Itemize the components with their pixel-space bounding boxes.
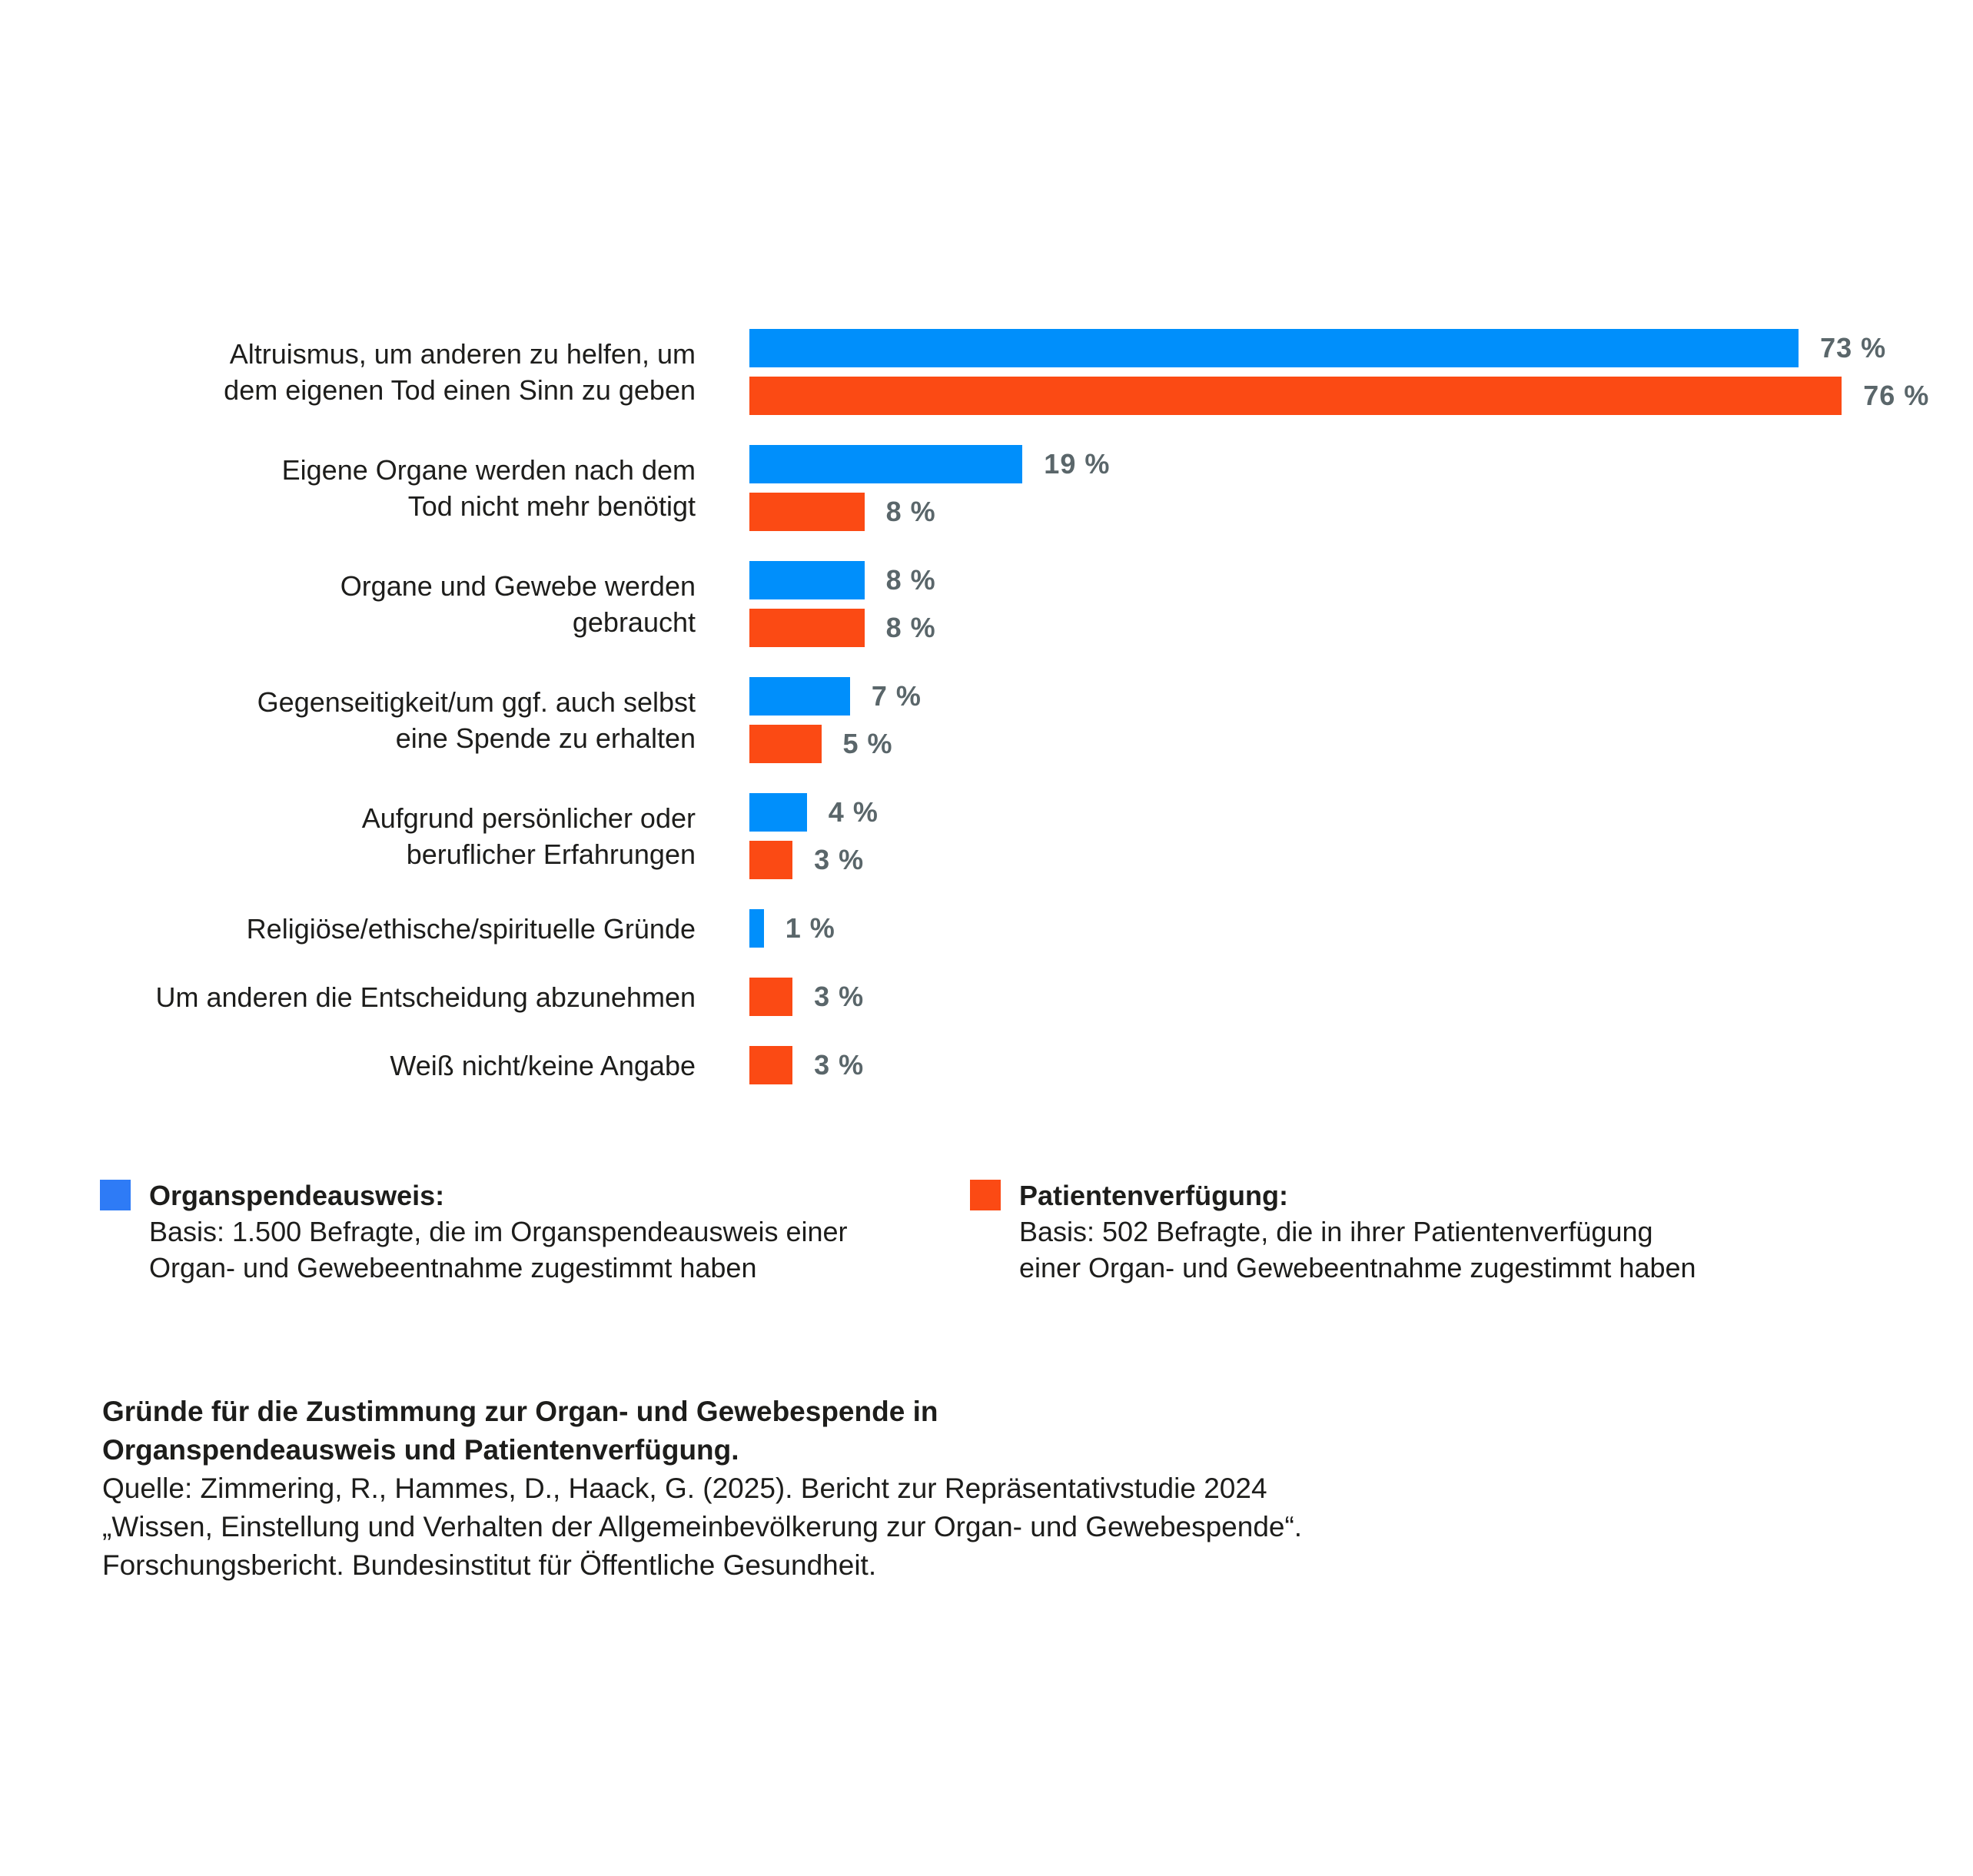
bar-line: 76 % — [749, 377, 1929, 415]
category-label: Eigene Organe werden nach dem Tod nicht m… — [0, 452, 696, 524]
category-label-line: Organe und Gewebe werden — [340, 570, 696, 602]
legend-text: Organspendeausweis: Basis: 1.500 Befragt… — [149, 1177, 848, 1286]
bar-orange — [749, 978, 793, 1016]
category-label-line: Religiöse/ethische/spirituelle Gründe — [246, 912, 696, 945]
legend-body-line: Basis: 1.500 Befragte, die im Organspend… — [149, 1216, 848, 1247]
bar-group: 7 % 5 % — [749, 677, 922, 763]
value-label: 3 % — [814, 1049, 865, 1081]
bar-line: 3 % — [749, 978, 864, 1016]
category-label-line: Eigene Organe werden nach dem — [281, 454, 696, 486]
category-label-line: Tod nicht mehr benötigt — [407, 490, 696, 522]
bar-blue — [749, 909, 764, 948]
chart-row: Um anderen die Entscheidung abzunehmen 3 … — [0, 978, 1973, 1016]
chart-row: Religiöse/ethische/spirituelle Gründe 1 % — [0, 909, 1973, 948]
bar-orange — [749, 493, 865, 531]
bar-blue — [749, 329, 1799, 367]
value-label: 8 % — [885, 496, 936, 527]
category-label: Gegenseitigkeit/um ggf. auch selbst eine … — [0, 684, 696, 756]
value-label: 19 % — [1044, 448, 1111, 480]
value-label: 5 % — [842, 728, 893, 759]
category-label: Aufgrund persönlicher oder beruflicher Er… — [0, 800, 696, 872]
bar-line: 3 % — [749, 841, 879, 879]
caption-source-line: Forschungsbericht. Bundesinstitut für Öf… — [102, 1549, 877, 1581]
category-label: Um anderen die Entscheidung abzunehmen — [0, 979, 696, 1015]
bar-line: 7 % — [749, 677, 922, 716]
bar-blue — [749, 677, 850, 716]
bar-orange — [749, 725, 822, 763]
bar-group: 3 % — [749, 1046, 864, 1084]
category-label-line: beruflicher Erfahrungen — [406, 838, 696, 870]
value-label: 7 % — [871, 680, 922, 712]
bar-orange — [749, 377, 1842, 415]
legend-item-patientenverfuegung: Patientenverfügung: Basis: 502 Befragte,… — [970, 1177, 1696, 1286]
bar-chart: Altruismus, um anderen zu helfen, um dem … — [0, 329, 1973, 1114]
caption-block: Gründe für die Zustimmung zur Organ- und… — [102, 1393, 1302, 1585]
bar-group: 19 % 8 % — [749, 445, 1110, 531]
bar-blue — [749, 445, 1023, 483]
category-label-line: eine Spende zu erhalten — [395, 722, 696, 754]
bar-group: 3 % — [749, 978, 864, 1016]
value-label: 4 % — [828, 796, 879, 828]
caption-source-line: Quelle: Zimmering, R., Hammes, D., Haack… — [102, 1473, 1267, 1504]
value-label: 1 % — [785, 912, 835, 944]
bar-group: 73 % 76 % — [749, 329, 1929, 415]
value-label: 3 % — [814, 981, 865, 1012]
bar-orange — [749, 841, 793, 879]
bar-blue — [749, 561, 865, 599]
bar-orange — [749, 1046, 793, 1084]
chart-row: Gegenseitigkeit/um ggf. auch selbst eine … — [0, 677, 1973, 763]
bar-line: 8 % — [749, 561, 936, 599]
bar-line: 8 % — [749, 609, 936, 647]
bar-group: 4 % 3 % — [749, 793, 879, 879]
value-label: 8 % — [885, 564, 936, 596]
caption-title-line: Organspendeausweis und Patientenverfügun… — [102, 1434, 739, 1466]
category-label: Religiöse/ethische/spirituelle Gründe — [0, 911, 696, 947]
category-label-line: Altruismus, um anderen zu helfen, um — [229, 338, 696, 370]
category-label-line: Gegenseitigkeit/um ggf. auch selbst — [257, 686, 696, 718]
legend-text: Patientenverfügung: Basis: 502 Befragte,… — [1019, 1177, 1696, 1286]
legend-body-line: einer Organ- und Gewebeentnahme zugestim… — [1019, 1252, 1696, 1283]
chart-row: Weiß nicht/keine Angabe 3 % — [0, 1046, 1973, 1084]
value-label: 3 % — [814, 844, 865, 875]
bar-orange — [749, 609, 865, 647]
bar-line: 4 % — [749, 793, 879, 832]
legend-item-organspendeausweis: Organspendeausweis: Basis: 1.500 Befragt… — [100, 1177, 848, 1286]
caption-title-line: Gründe für die Zustimmung zur Organ- und… — [102, 1396, 938, 1427]
category-label-line: Aufgrund persönlicher oder — [361, 802, 696, 834]
category-label-line: dem eigenen Tod einen Sinn zu geben — [224, 374, 696, 406]
category-label-line: Um anderen die Entscheidung abzunehmen — [155, 981, 696, 1013]
chart-row: Organe und Gewebe werden gebraucht 8 % 8 % — [0, 561, 1973, 647]
bar-line: 73 % — [749, 329, 1929, 367]
bar-line: 3 % — [749, 1046, 864, 1084]
chart-row: Eigene Organe werden nach dem Tod nicht m… — [0, 445, 1973, 531]
bar-group: 8 % 8 % — [749, 561, 936, 647]
category-label-line: Weiß nicht/keine Angabe — [390, 1049, 696, 1081]
category-label-line: gebraucht — [572, 606, 696, 638]
category-label: Weiß nicht/keine Angabe — [0, 1048, 696, 1084]
category-label: Organe und Gewebe werden gebraucht — [0, 568, 696, 640]
legend-title: Organspendeausweis: — [149, 1180, 445, 1211]
legend-title: Patientenverfügung: — [1019, 1180, 1289, 1211]
value-label: 76 % — [1863, 380, 1930, 411]
bar-line: 19 % — [749, 445, 1110, 483]
bar-blue — [749, 793, 807, 832]
value-label: 73 % — [1820, 332, 1887, 364]
legend-body-line: Basis: 502 Befragte, die in ihrer Patien… — [1019, 1216, 1653, 1247]
chart-row: Altruismus, um anderen zu helfen, um dem … — [0, 329, 1973, 415]
legend-swatch-blue — [100, 1180, 131, 1210]
chart-row: Aufgrund persönlicher oder beruflicher Er… — [0, 793, 1973, 879]
caption-source-line: „Wissen, Einstellung und Verhalten der A… — [102, 1511, 1303, 1542]
category-label: Altruismus, um anderen zu helfen, um dem … — [0, 336, 696, 408]
bar-group: 1 % — [749, 909, 835, 948]
value-label: 8 % — [885, 612, 936, 643]
bar-line: 8 % — [749, 493, 1110, 531]
bar-line: 5 % — [749, 725, 922, 763]
bar-line: 1 % — [749, 909, 835, 948]
legend-body-line: Organ- und Gewebeentnahme zugestimmt hab… — [149, 1252, 757, 1283]
legend-swatch-orange — [970, 1180, 1001, 1210]
